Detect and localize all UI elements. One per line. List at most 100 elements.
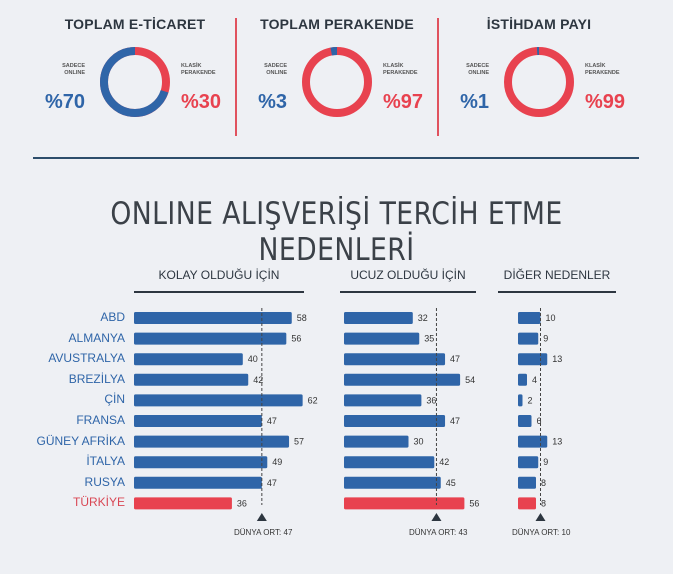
bar-value-label: 56 [469, 498, 479, 508]
bar [344, 415, 446, 427]
bar [134, 456, 268, 469]
bar-value-label: 58 [297, 313, 307, 323]
section-divider [33, 157, 639, 159]
bar [344, 373, 461, 386]
donut-chart [100, 47, 170, 117]
online-value: %70 [44, 91, 85, 113]
online-label-line1: SADECE [264, 63, 287, 69]
bar-value-label: 47 [450, 416, 460, 426]
bar [134, 373, 249, 386]
bar [344, 476, 441, 489]
bar [344, 332, 420, 345]
bar [344, 497, 465, 510]
column-header-cheap: UCUZ OLDUĞU İÇİN [350, 268, 466, 282]
bar-value-label: 57 [294, 437, 304, 447]
bar-value-label: 47 [450, 354, 460, 364]
country-label: GÜNEY AFRİKA [36, 433, 125, 448]
donut-panel-retail: TOPLAM PERAKENDE SADECE ONLINE %3 KLASİK… [237, 0, 437, 150]
bar-value-label: 56 [291, 334, 301, 344]
bar-value-label: 42 [439, 457, 449, 467]
online-label: SADECE ONLINE [439, 63, 489, 77]
country-label: RUSYA [84, 474, 125, 489]
donut-panel-ecommerce: TOPLAM E-TİCARET SADECE ONLINE %70 KLASİ… [35, 0, 235, 150]
online-label-line2: ONLINE [468, 70, 489, 76]
bar-value-label: 40 [248, 354, 258, 364]
bar-value-label: 2 [528, 395, 533, 405]
bar-value-label: 42 [253, 375, 263, 385]
bar [518, 435, 548, 448]
online-value: %3 [258, 91, 287, 113]
bar [518, 476, 536, 489]
bar-value-label: 62 [308, 395, 318, 405]
retail-label-line2: PERAKENDE [585, 70, 620, 76]
bar [134, 415, 262, 427]
online-label-line1: SADECE [62, 63, 85, 69]
column-header-line [340, 291, 476, 293]
country-label: İTALYA [86, 454, 125, 469]
bar [344, 435, 409, 448]
bar-value-label: 8 [541, 478, 546, 488]
average-marker-icon [256, 513, 267, 521]
retail-label-line2: PERAKENDE [181, 70, 216, 76]
bar [134, 394, 303, 407]
average-marker-icon [535, 513, 546, 521]
retail-label: KLASİK PERAKENDE [181, 63, 216, 77]
bar [518, 456, 539, 469]
bar [518, 373, 527, 386]
column-header-easy: KOLAY OLDUĞU İÇİN [158, 268, 280, 282]
country-label: ABD [100, 310, 125, 324]
world-average-easy: DÜNYA ORT: 47 [234, 528, 293, 537]
bar [134, 353, 243, 366]
bar [134, 497, 232, 510]
bar-value-label: 35 [424, 334, 434, 344]
bar-value-label: 9 [543, 457, 548, 467]
online-label: SADECE ONLINE [237, 63, 287, 77]
bar [134, 476, 262, 489]
world-average-cheap: DÜNYA ORT: 43 [409, 528, 468, 537]
retail-label-line1: KLASİK [383, 63, 404, 69]
online-label: SADECE ONLINE [35, 63, 85, 77]
online-slice [100, 47, 170, 117]
country-label: ÇİN [104, 392, 125, 407]
bar-value-label: 49 [272, 457, 282, 467]
online-value: %1 [460, 91, 489, 113]
country-label: AVUSTRALYA [48, 351, 125, 366]
column-header-line [134, 291, 304, 293]
bar [344, 394, 422, 407]
bar-value-label: 32 [418, 313, 428, 323]
bar-value-label: 36 [237, 498, 247, 508]
online-slice [302, 47, 372, 117]
divider [235, 18, 237, 136]
bar [518, 312, 541, 324]
bar [344, 353, 446, 366]
bar-value-label: 13 [552, 437, 562, 447]
page-title: ONLINE ALIŞVERİŞİ TERCİH ETME NEDENLERİ [110, 196, 563, 268]
bar-value-label: 36 [426, 395, 436, 405]
retail-label-line1: KLASİK [585, 63, 606, 69]
bar-value-label: 8 [541, 498, 546, 508]
world-average-other: DÜNYA ORT: 10 [512, 528, 571, 537]
column-header-line [498, 291, 616, 293]
bar [134, 312, 292, 324]
retail-value: %97 [383, 91, 424, 113]
bar-value-label: 47 [267, 416, 277, 426]
bar-value-label: 13 [552, 354, 562, 364]
bar-value-label: 9 [543, 334, 548, 344]
donut-title: İSTİHDAM PAYI [486, 16, 592, 32]
online-label-line2: ONLINE [64, 70, 85, 76]
online-label-line2: ONLINE [266, 70, 287, 76]
bar [518, 394, 523, 407]
retail-value: %99 [585, 91, 626, 113]
retail-label-line2: PERAKENDE [383, 70, 418, 76]
bar-value-label: 30 [414, 437, 424, 447]
retail-value: %30 [181, 91, 222, 113]
country-label: ALMANYA [68, 330, 125, 345]
bar-value-label: 6 [537, 416, 542, 426]
donut-title: TOPLAM E-TİCARET [64, 16, 206, 32]
country-label: FRANSA [76, 413, 125, 427]
column-header-other: DİĞER NEDENLER [503, 268, 611, 282]
bar [518, 415, 532, 427]
average-marker-icon [431, 513, 442, 521]
bar [518, 353, 548, 366]
